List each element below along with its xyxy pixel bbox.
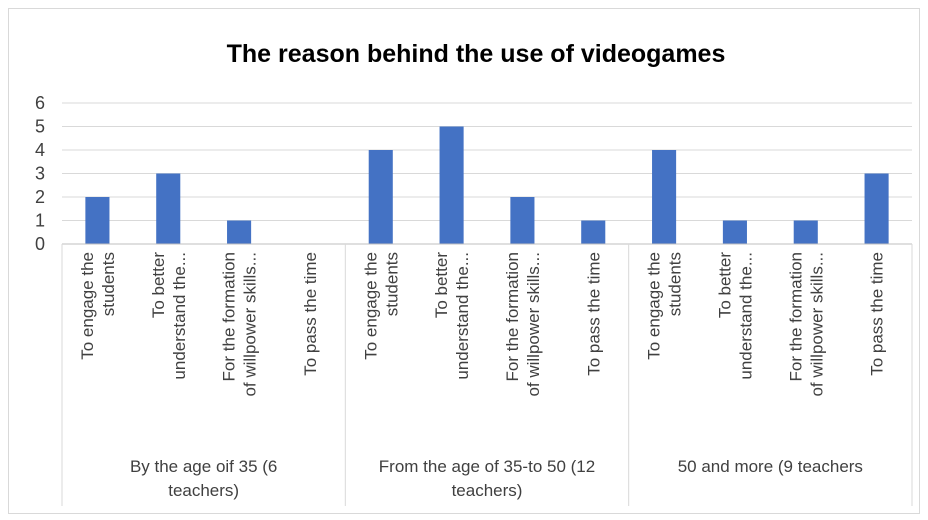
category-label: students [99, 252, 118, 316]
category-label: of willpower skills... [524, 252, 543, 397]
category-label: of willpower skills... [241, 252, 260, 397]
group-label: 50 and more (9 teachers [678, 457, 863, 476]
category-label: understand the... [736, 252, 755, 380]
y-tick-label: 4 [35, 140, 45, 160]
category-label: For the formation [503, 252, 522, 381]
group-label: From the age of 35-to 50 (12 [379, 457, 595, 476]
category-label: students [666, 252, 685, 316]
category-axis [61, 243, 913, 506]
category-label: To engage the [645, 252, 664, 360]
category-label: To better [715, 252, 734, 318]
bar [652, 150, 677, 244]
category-label: To engage the [78, 252, 97, 360]
bar [793, 220, 818, 244]
category-label: To pass the time [584, 252, 603, 376]
category-label: understand the... [170, 252, 189, 380]
bar [368, 150, 393, 244]
bar [85, 197, 110, 244]
y-tick-label: 2 [35, 187, 45, 207]
category-label: For the formation [220, 252, 239, 381]
y-tick-label: 0 [35, 234, 45, 254]
category-label: To better [432, 252, 451, 318]
bar [227, 220, 252, 244]
bar [722, 220, 747, 244]
y-tick-label: 1 [35, 211, 45, 231]
category-label: understand the... [453, 252, 472, 380]
category-label: students [382, 252, 401, 316]
group-label: By the age oif 35 (6 [130, 457, 277, 476]
bar [156, 173, 181, 244]
category-labels: To engage the students To better understand… [78, 252, 887, 397]
category-label: To pass the time [301, 252, 320, 376]
category-label: To engage the [361, 252, 380, 360]
y-tick-label: 6 [35, 93, 45, 113]
category-label: To better [149, 252, 168, 318]
bar [581, 220, 606, 244]
category-label: of willpower skills... [807, 252, 826, 397]
chart-frame [8, 8, 920, 514]
bar [439, 126, 464, 244]
y-tick-label: 3 [35, 164, 45, 184]
gridlines [62, 102, 912, 221]
bar [864, 173, 889, 244]
chart-title: The reason behind the use of videogames [227, 40, 726, 68]
category-label: For the formation [786, 252, 805, 381]
group-label: teachers) [168, 481, 239, 500]
group-labels: By the age oif 35 (6 teachers) From the ag… [130, 457, 863, 500]
group-label: teachers) [452, 481, 523, 500]
y-tick-label: 5 [35, 117, 45, 137]
bars [85, 126, 889, 244]
y-axis-ticks: 0 1 2 3 4 5 6 [35, 93, 45, 254]
bar [510, 197, 535, 244]
category-label: To pass the time [868, 252, 887, 376]
